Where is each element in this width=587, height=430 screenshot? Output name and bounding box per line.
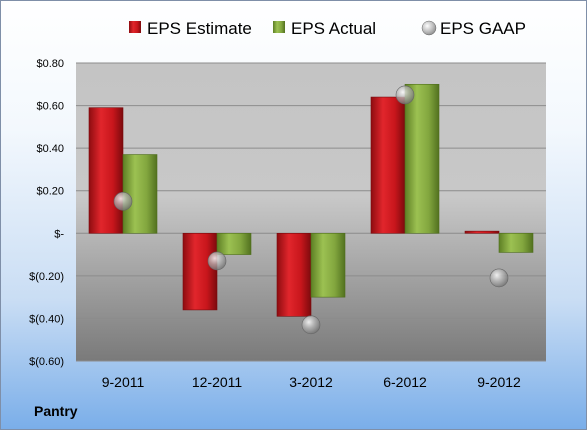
x-category-label: 3-2012 bbox=[289, 374, 333, 390]
eps-actual-bar bbox=[404, 83, 440, 234]
eps-gaap-marker bbox=[301, 315, 321, 335]
y-tick-label: $0.60 bbox=[36, 101, 64, 113]
eps-estimate-bar bbox=[88, 107, 124, 234]
y-tick-label: $0.20 bbox=[36, 186, 64, 198]
y-tick-label: $0.80 bbox=[36, 58, 64, 70]
y-tick-label: $(0.20) bbox=[29, 271, 64, 283]
x-category-label: 9-2011 bbox=[102, 374, 145, 390]
eps-gaap-marker bbox=[113, 192, 133, 211]
y-tick-label: $- bbox=[54, 228, 64, 240]
eps-actual-bar bbox=[498, 232, 534, 253]
legend-swatch bbox=[129, 21, 141, 33]
eps-gaap-marker bbox=[395, 85, 415, 105]
eps-gaap-marker bbox=[489, 268, 509, 288]
eps-actual-bar bbox=[216, 232, 252, 255]
y-tick-label: $(0.60) bbox=[29, 356, 64, 368]
x-category-label: 6-2012 bbox=[383, 374, 427, 390]
legend-label: EPS GAAP bbox=[440, 19, 526, 38]
legend-label: EPS Actual bbox=[291, 19, 376, 38]
eps-gaap-marker bbox=[207, 251, 227, 271]
eps-estimate-bar bbox=[182, 232, 218, 311]
eps-estimate-bar bbox=[370, 96, 406, 234]
eps-actual-bar bbox=[310, 232, 346, 298]
y-tick-label: $0.40 bbox=[36, 143, 64, 155]
y-tick-label: $(0.40) bbox=[29, 313, 64, 325]
eps-estimate-bar bbox=[464, 230, 500, 234]
x-category-label: 12-2011 bbox=[192, 374, 243, 390]
company-name: Pantry bbox=[34, 403, 78, 419]
legend-swatch bbox=[273, 21, 285, 33]
legend-swatch bbox=[421, 20, 437, 36]
eps-actual-bar bbox=[122, 154, 158, 234]
x-category-label: 9-2012 bbox=[477, 374, 521, 390]
legend-label: EPS Estimate bbox=[147, 19, 252, 38]
eps-estimate-bar bbox=[276, 232, 312, 317]
